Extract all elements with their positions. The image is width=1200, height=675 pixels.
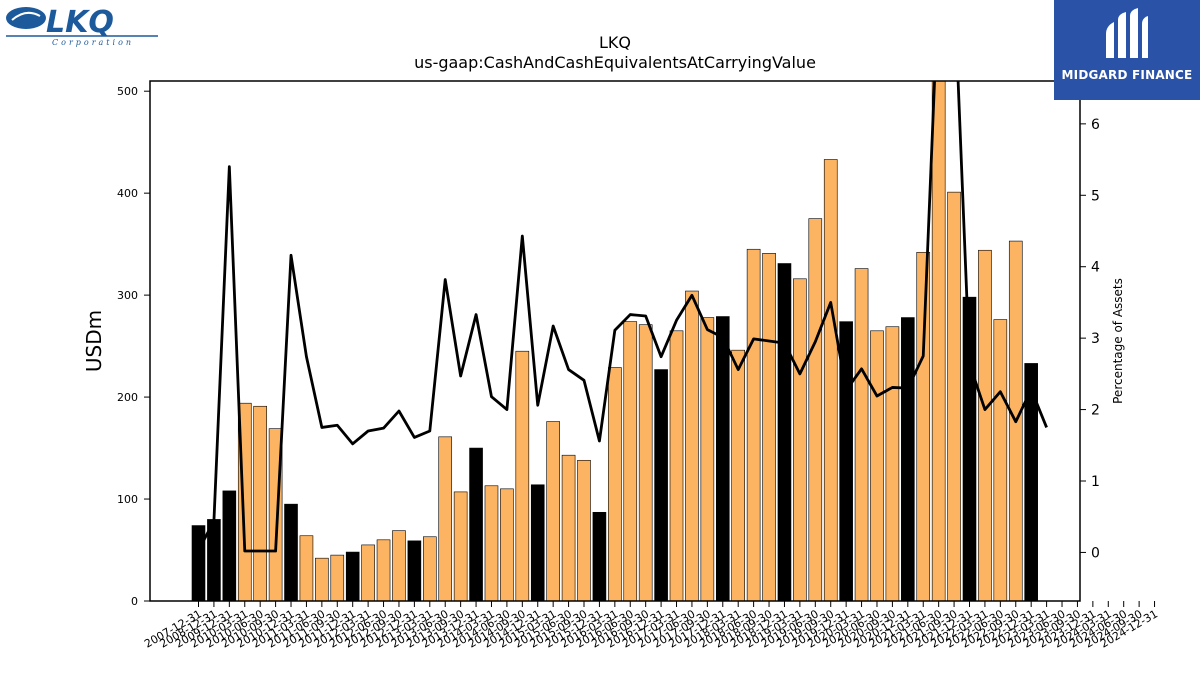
bar	[808, 218, 823, 601]
lkq-swoosh-icon	[11, 11, 41, 21]
y-tick-label: 500	[117, 85, 138, 98]
lkq-logo: LKQ Corporation	[4, 2, 160, 48]
bar	[947, 191, 961, 601]
bar	[376, 539, 391, 601]
bar	[777, 263, 792, 601]
bar	[978, 249, 992, 601]
midgard-logo-text: MIDGARD FINANCE	[1061, 68, 1193, 82]
bar	[453, 491, 468, 601]
bar	[392, 530, 406, 601]
y2-axis-label: Percentage of Assets	[1111, 278, 1125, 404]
bar	[870, 330, 884, 601]
bar	[253, 405, 267, 601]
bar	[577, 459, 591, 601]
y2-tick-label: 4	[1091, 260, 1100, 276]
y-tick-label: 400	[117, 187, 138, 200]
bar	[731, 349, 746, 601]
bar	[654, 369, 668, 601]
bar	[330, 554, 345, 601]
bar	[854, 268, 869, 601]
bar	[823, 159, 838, 601]
y-tick-label: 100	[117, 493, 138, 506]
lkq-logo-subtitle: Corporation	[52, 38, 134, 47]
bar	[438, 436, 453, 601]
bar	[422, 536, 437, 601]
bar	[592, 511, 607, 601]
y2-tick-label: 0	[1091, 545, 1100, 561]
bar	[638, 324, 653, 601]
bar	[530, 484, 545, 601]
bar	[191, 525, 206, 601]
bar	[885, 326, 900, 601]
bar	[669, 330, 684, 601]
bars	[191, 81, 1038, 601]
y2-tick-label: 5	[1091, 188, 1100, 204]
bar	[916, 251, 931, 601]
bar	[623, 321, 638, 601]
bar	[762, 253, 776, 601]
chart-subtitle: us-gaap:CashAndCashEquivalentsAtCarrying…	[414, 53, 816, 72]
bar	[469, 447, 483, 601]
bar	[1024, 363, 1038, 601]
midgard-emblem-icon	[1106, 8, 1148, 58]
bar	[484, 485, 499, 601]
bar	[901, 317, 915, 601]
bar	[931, 81, 946, 601]
bar	[608, 367, 622, 601]
bar	[546, 421, 560, 601]
bar	[685, 290, 699, 601]
lkq-logo-text: LKQ	[46, 5, 114, 40]
bar	[746, 248, 761, 601]
midgard-finance-logo: MIDGARD FINANCE	[1054, 0, 1200, 100]
bar	[715, 316, 730, 601]
y2-tick-label: 3	[1091, 331, 1100, 347]
bar	[700, 317, 715, 601]
bar	[361, 544, 375, 601]
bar	[222, 490, 237, 601]
y-tick-label: 300	[117, 289, 138, 302]
y-axis-label: USDm	[82, 310, 106, 372]
y-tick-label: 0	[131, 595, 138, 608]
bar	[793, 278, 807, 601]
y-tick-label: 200	[117, 391, 138, 404]
y2-tick-label: 6	[1091, 117, 1100, 133]
y2-tick-label: 1	[1091, 474, 1100, 490]
chart-title: LKQ	[599, 33, 631, 52]
percentage-line	[197, 81, 1048, 553]
bar	[561, 454, 576, 601]
bar	[839, 321, 853, 601]
bar	[299, 535, 314, 601]
bar	[345, 551, 360, 601]
bar	[515, 350, 530, 601]
bar	[315, 557, 329, 601]
y2-tick-label: 2	[1091, 403, 1100, 419]
bar	[993, 319, 1008, 601]
bar	[407, 540, 422, 601]
bar	[500, 488, 514, 601]
lkq-emblem-icon	[6, 7, 46, 29]
bar	[284, 503, 298, 601]
